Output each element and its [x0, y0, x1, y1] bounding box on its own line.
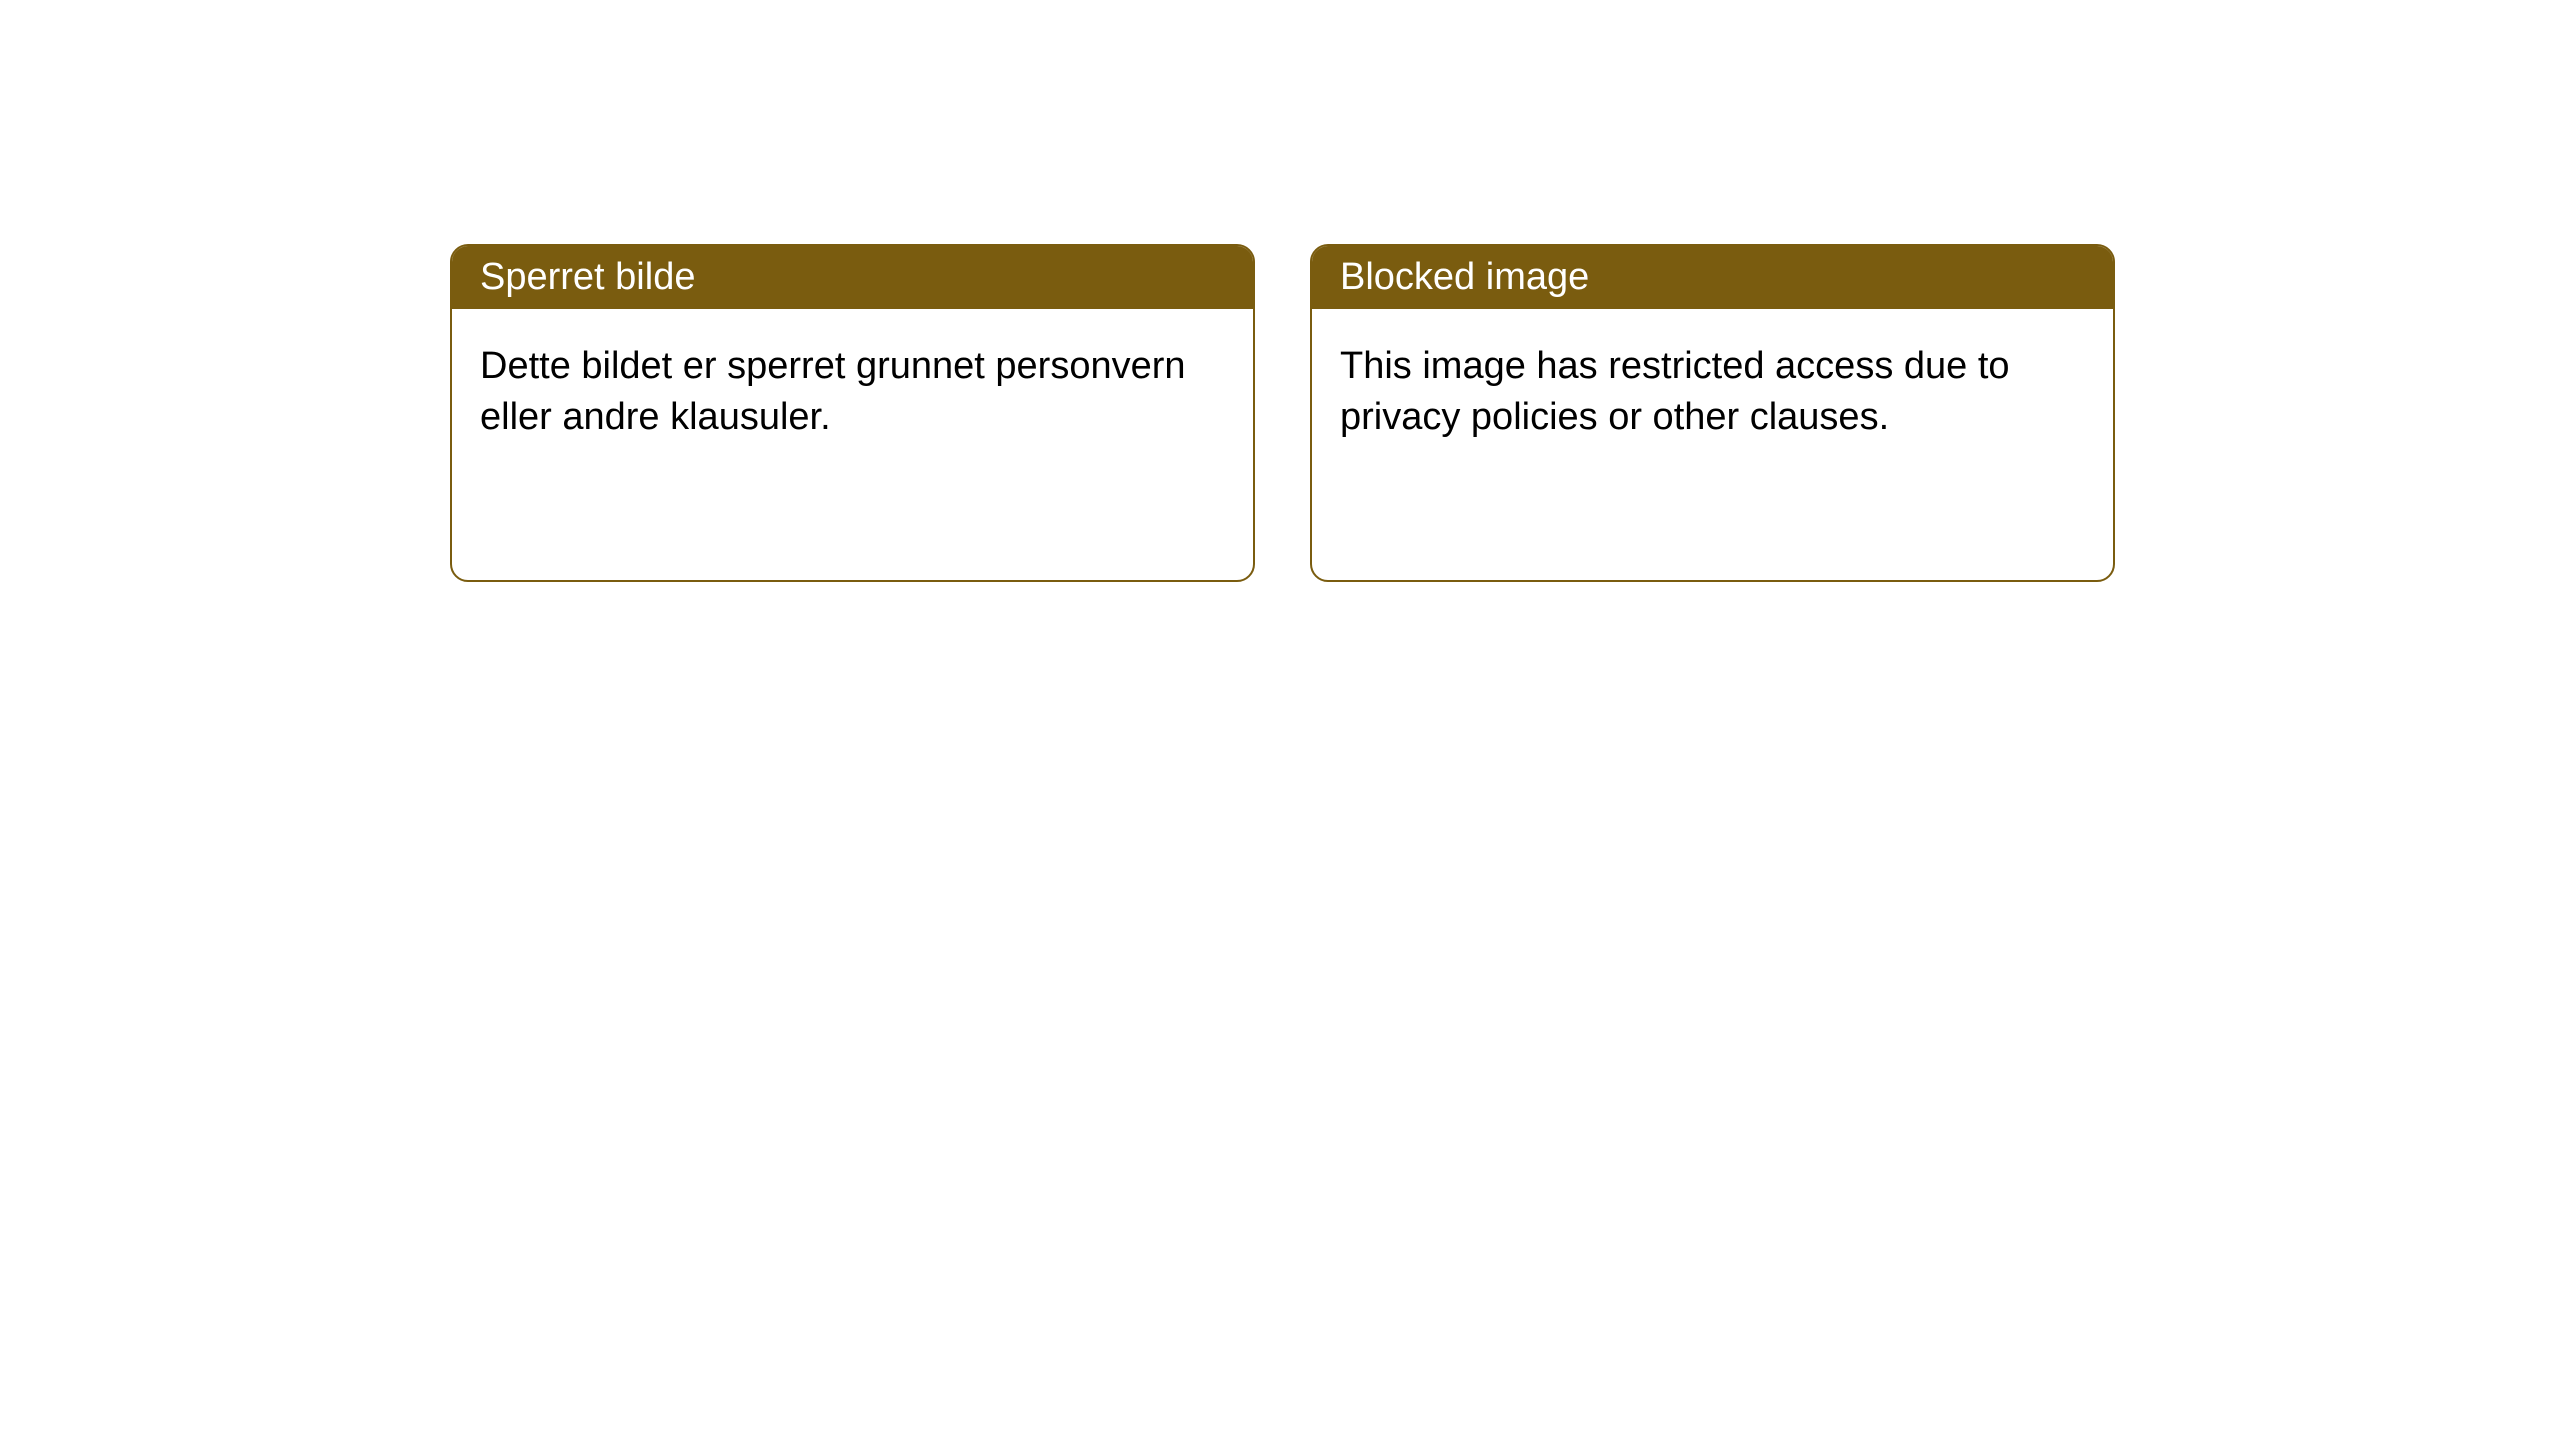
notice-cards-container: Sperret bilde Dette bildet er sperret gr…: [450, 244, 2115, 582]
notice-card-body: This image has restricted access due to …: [1312, 309, 2113, 476]
notice-card-norwegian: Sperret bilde Dette bildet er sperret gr…: [450, 244, 1255, 582]
notice-card-title: Blocked image: [1312, 246, 2113, 309]
notice-card-title: Sperret bilde: [452, 246, 1253, 309]
notice-card-english: Blocked image This image has restricted …: [1310, 244, 2115, 582]
notice-card-body: Dette bildet er sperret grunnet personve…: [452, 309, 1253, 476]
